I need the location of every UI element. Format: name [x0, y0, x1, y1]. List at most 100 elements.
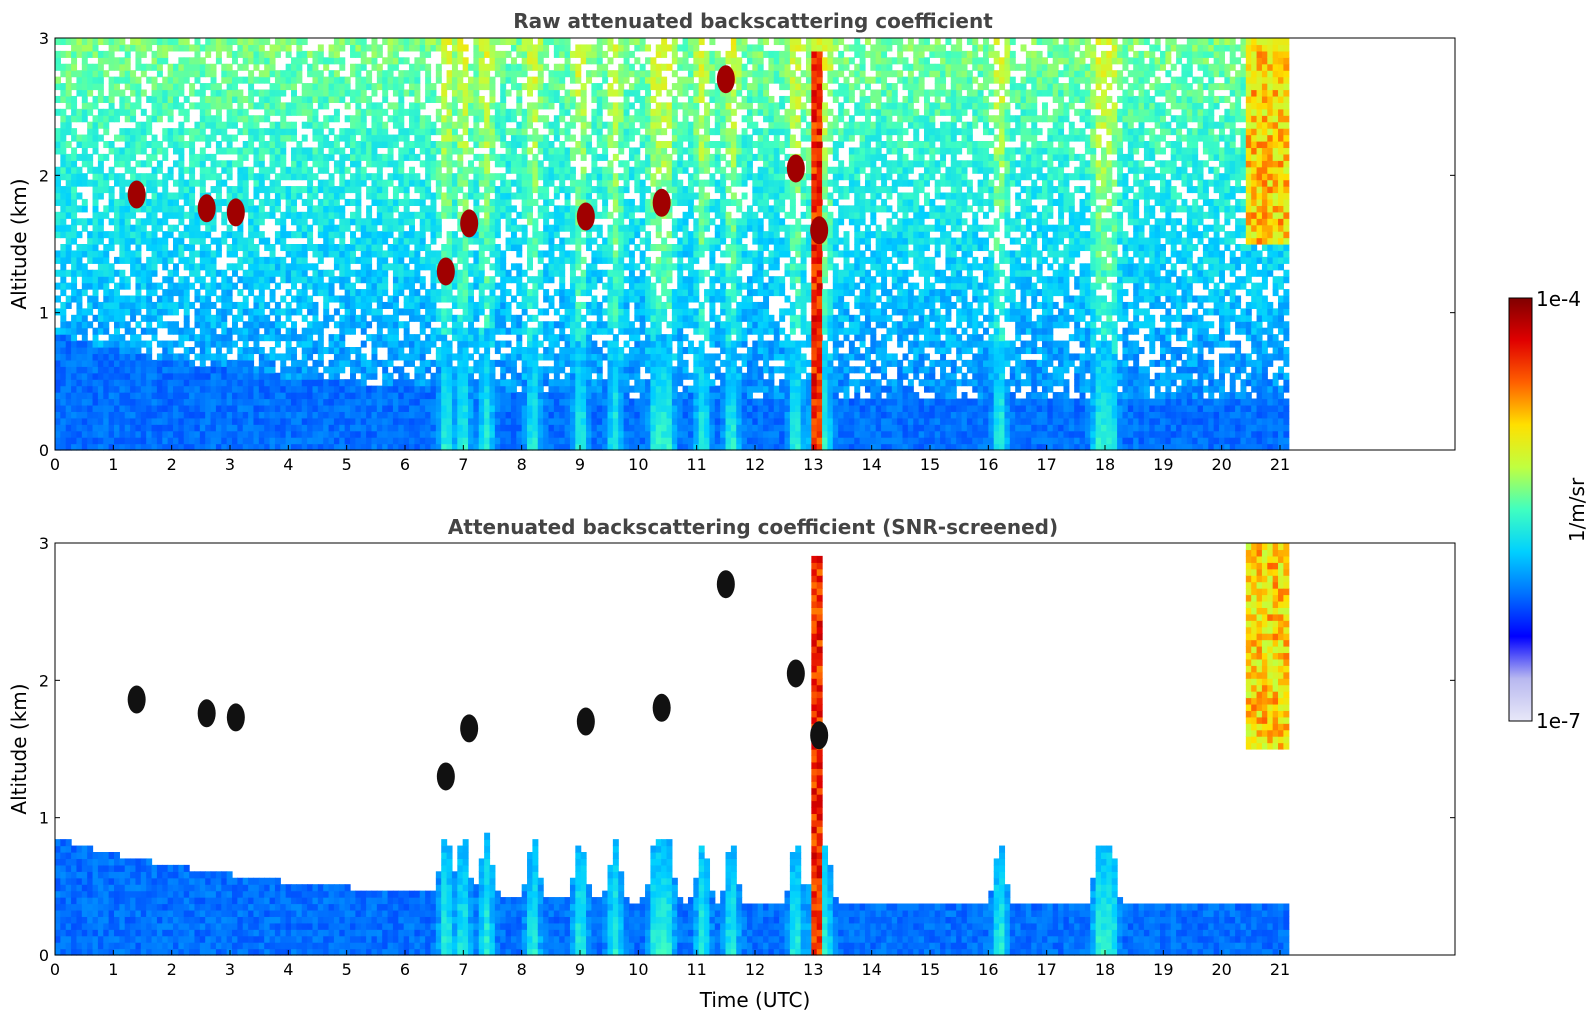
heatmap-cell	[226, 102, 233, 110]
heatmap-cell	[296, 160, 303, 168]
heatmap-cell	[167, 327, 174, 335]
heatmap-cell	[505, 385, 512, 393]
heatmap-cell	[441, 179, 448, 187]
heatmap-cell	[189, 83, 196, 91]
heatmap-cell	[430, 372, 437, 380]
heatmap-cell	[307, 334, 314, 342]
heatmap-cell	[65, 63, 72, 71]
heatmap-cell	[350, 372, 356, 380]
heatmap-cell	[205, 334, 212, 342]
heatmap-cell	[87, 430, 94, 438]
heatmap-cell	[108, 424, 115, 432]
heatmap-cell	[242, 179, 249, 187]
heatmap-cell	[274, 50, 281, 58]
heatmap-cell	[553, 392, 560, 400]
heatmap-cell	[291, 347, 297, 355]
heatmap-cell	[527, 250, 533, 258]
heatmap-cell	[258, 334, 265, 342]
heatmap-cell	[264, 192, 271, 200]
heatmap-cell	[527, 411, 533, 419]
heatmap-cell	[317, 128, 324, 136]
heatmap-cell	[543, 327, 550, 335]
heatmap-cell	[376, 166, 383, 174]
heatmap-cell	[199, 334, 206, 342]
heatmap-cell	[360, 179, 367, 187]
heatmap-cell	[360, 63, 367, 71]
heatmap-cell	[569, 102, 576, 110]
heatmap-cell	[253, 347, 260, 355]
heatmap-cell	[537, 327, 544, 335]
heatmap-cell	[205, 256, 212, 264]
heatmap-cell	[301, 334, 308, 342]
heatmap-cell	[81, 340, 88, 348]
heatmap-cell	[162, 301, 169, 309]
heatmap-cell	[162, 417, 169, 425]
heatmap-cell	[500, 404, 507, 412]
heatmap-cell	[130, 166, 137, 174]
heatmap-cell	[301, 411, 308, 419]
heatmap-cell	[173, 141, 179, 149]
heatmap-cell	[532, 443, 539, 451]
heatmap-cell	[237, 392, 244, 400]
heatmap-cell	[114, 424, 120, 432]
heatmap-cell	[269, 424, 276, 432]
heatmap-cell	[296, 366, 303, 374]
heatmap-cell	[307, 83, 314, 91]
heatmap-cell	[494, 392, 501, 400]
heatmap-cell	[92, 359, 99, 367]
heatmap-cell	[516, 347, 523, 355]
heatmap-cell	[114, 76, 120, 84]
heatmap-cell	[183, 411, 190, 419]
heatmap-cell	[114, 295, 120, 303]
heatmap-cell	[92, 76, 99, 84]
heatmap-cell	[543, 334, 550, 342]
heatmap-cell	[194, 231, 201, 239]
heatmap-cell	[446, 57, 453, 65]
heatmap-cell	[162, 424, 169, 432]
heatmap-cell	[264, 166, 271, 174]
heatmap-cell	[317, 89, 324, 97]
heatmap-cell	[419, 160, 426, 168]
heatmap-cell	[55, 76, 61, 84]
heatmap-cell	[65, 141, 72, 149]
heatmap-cell	[398, 83, 405, 91]
heatmap-cell	[97, 347, 104, 355]
heatmap-cell	[307, 411, 314, 419]
heatmap-cell	[323, 379, 330, 387]
heatmap-cell	[55, 192, 61, 200]
heatmap-cell	[156, 366, 163, 374]
heatmap-cell	[215, 198, 222, 206]
heatmap-cell	[210, 404, 217, 412]
heatmap-cell	[210, 186, 217, 194]
heatmap-cell	[548, 417, 555, 425]
heatmap-cell	[124, 353, 131, 361]
heatmap-cell	[446, 153, 453, 161]
heatmap-cell	[237, 359, 244, 367]
heatmap-cell	[575, 282, 582, 290]
heatmap-cell	[189, 372, 196, 380]
heatmap-cell	[103, 347, 110, 355]
heatmap-cell	[553, 437, 560, 445]
heatmap-cell	[564, 443, 571, 451]
heatmap-cell	[333, 76, 340, 84]
heatmap-cell	[156, 57, 163, 65]
heatmap-cell	[178, 102, 185, 110]
heatmap-cell	[548, 198, 555, 206]
heatmap-cell	[425, 334, 432, 342]
heatmap-cell	[532, 63, 539, 71]
heatmap-cell	[87, 50, 94, 58]
heatmap-cell	[457, 83, 464, 91]
heatmap-cell	[564, 70, 571, 78]
heatmap-cell	[60, 314, 67, 322]
heatmap-cell	[232, 83, 238, 91]
heatmap-cell	[371, 276, 378, 284]
heatmap-cell	[414, 141, 421, 149]
heatmap-cell	[146, 115, 153, 123]
heatmap-cell	[575, 359, 582, 367]
heatmap-cell	[60, 192, 67, 200]
heatmap-cell	[81, 276, 88, 284]
heatmap-cell	[575, 192, 582, 200]
heatmap-cell	[130, 115, 137, 123]
heatmap-cell	[478, 359, 485, 367]
heatmap-cell	[258, 134, 265, 142]
